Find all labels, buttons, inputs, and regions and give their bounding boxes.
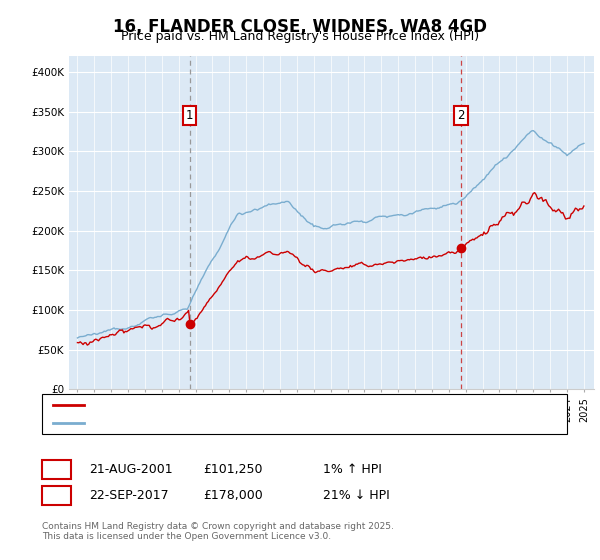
Text: 2: 2	[52, 489, 61, 502]
Text: Price paid vs. HM Land Registry's House Price Index (HPI): Price paid vs. HM Land Registry's House …	[121, 30, 479, 43]
Text: 21-AUG-2001: 21-AUG-2001	[89, 463, 172, 476]
Text: £101,250: £101,250	[203, 463, 262, 476]
Text: Contains HM Land Registry data © Crown copyright and database right 2025.
This d: Contains HM Land Registry data © Crown c…	[42, 522, 394, 542]
Text: 21% ↓ HPI: 21% ↓ HPI	[323, 489, 389, 502]
Text: HPI: Average price, detached house, Halton: HPI: Average price, detached house, Halt…	[90, 418, 333, 428]
Text: 16, FLANDER CLOSE, WIDNES, WA8 4GD: 16, FLANDER CLOSE, WIDNES, WA8 4GD	[113, 18, 487, 36]
Text: 2: 2	[457, 109, 465, 122]
Text: 1% ↑ HPI: 1% ↑ HPI	[323, 463, 382, 476]
Text: 16, FLANDER CLOSE, WIDNES, WA8 4GD (detached house): 16, FLANDER CLOSE, WIDNES, WA8 4GD (deta…	[90, 400, 417, 410]
Text: 1: 1	[186, 109, 193, 122]
Text: 22-SEP-2017: 22-SEP-2017	[89, 489, 169, 502]
Text: 1: 1	[52, 463, 61, 476]
Text: £178,000: £178,000	[203, 489, 263, 502]
